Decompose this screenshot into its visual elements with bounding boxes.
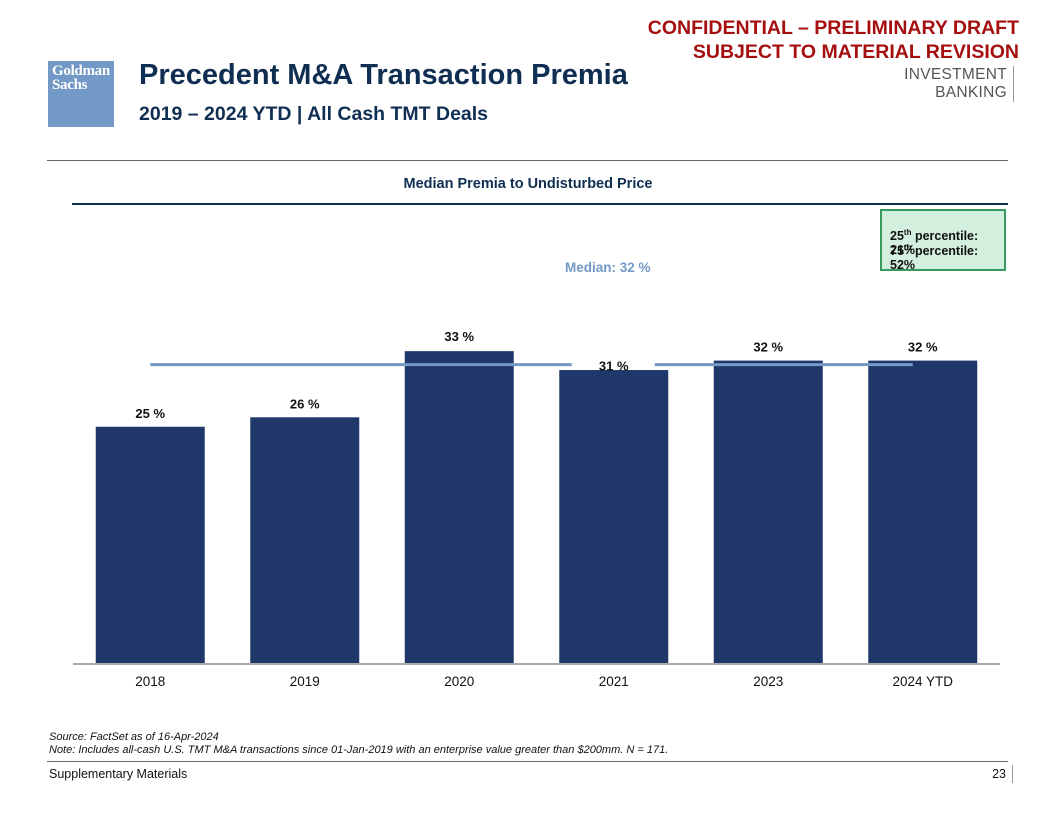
logo-line-2: Sachs <box>52 77 88 93</box>
page-title: Precedent M&A Transaction Premia <box>139 59 628 91</box>
bar-2019 <box>250 417 360 663</box>
chart-title: Median Premia to Undisturbed Price <box>403 176 653 192</box>
division-line-2: BANKING <box>935 84 1007 101</box>
page-number: 23 <box>992 765 1013 783</box>
bar-2018 <box>95 426 205 663</box>
data-label: 32 % <box>753 340 783 355</box>
section-label: Supplementary Materials <box>49 767 188 781</box>
percentile-25: 25th percentile: 21% <box>890 228 979 258</box>
x-tick-label: 2023 <box>753 674 783 689</box>
source-note: Source: FactSet as of 16-Apr-2024 <box>49 731 219 743</box>
median-label: Median: 32 % <box>565 260 651 275</box>
data-label: 33 % <box>444 329 474 344</box>
bar-2024-ytd <box>868 360 978 663</box>
confidential-line-1: CONFIDENTIAL – PRELIMINARY DRAFT <box>647 17 1019 39</box>
logo-line-1: Goldman <box>52 63 110 79</box>
data-label: 26 % <box>290 396 320 411</box>
percentile-75: 75th percentile: 52% <box>890 243 979 273</box>
x-tick-label: 2021 <box>599 674 629 689</box>
data-label: 25 % <box>135 406 165 421</box>
x-tick-label: 2020 <box>444 674 474 689</box>
header-divider <box>47 160 1008 161</box>
confidential-line-2: SUBJECT TO MATERIAL REVISION <box>692 41 1019 63</box>
goldman-sachs-logo: Goldman Sachs <box>48 61 114 127</box>
percentile-box: 25th percentile: 21% 75th percentile: 52… <box>880 209 1006 273</box>
division-line-1: INVESTMENT <box>904 66 1007 83</box>
division-label: INVESTMENT BANKING <box>904 66 1014 102</box>
bar-2020 <box>404 351 514 663</box>
footnote: Note: Includes all-cash U.S. TMT M&A tra… <box>49 744 669 756</box>
page-subtitle: 2019 – 2024 YTD | All Cash TMT Deals <box>139 103 489 125</box>
bar-2023 <box>713 360 823 663</box>
confidential-banner: CONFIDENTIAL – PRELIMINARY DRAFT SUBJECT… <box>648 16 1019 64</box>
x-tick-label: 2019 <box>290 674 320 689</box>
footer-divider <box>47 761 1008 762</box>
data-label: 32 % <box>908 340 938 355</box>
chart-title-divider <box>72 203 1008 205</box>
data-label: 31 % <box>599 359 629 374</box>
x-tick-label: 2024 YTD <box>892 674 953 689</box>
bar-2021 <box>559 370 669 663</box>
x-tick-label: 2018 <box>135 674 165 689</box>
